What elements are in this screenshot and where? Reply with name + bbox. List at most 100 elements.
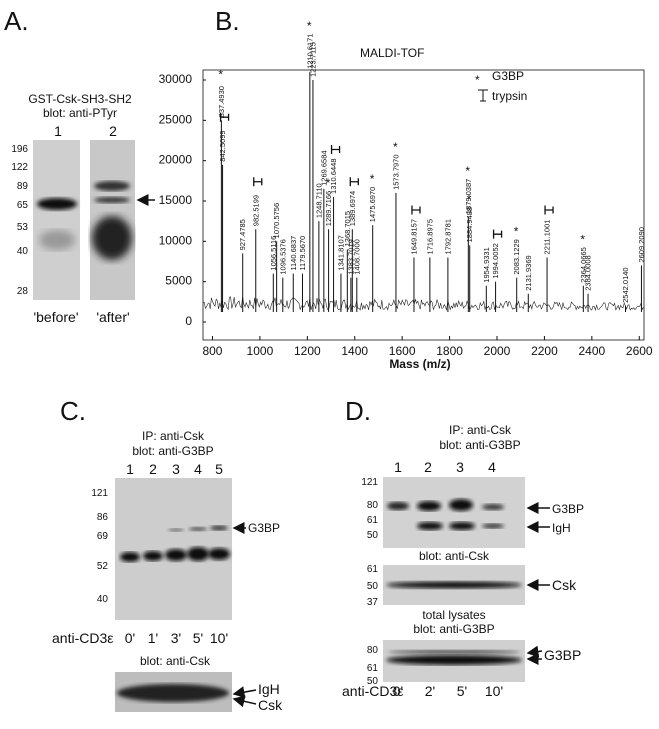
- peak-label: 2542.0140: [621, 267, 630, 302]
- peak-label: 1573.7970: [391, 154, 400, 189]
- shape: [115, 478, 232, 620]
- peak-label: 1223.7115: [308, 42, 317, 77]
- y-tick-label: 10000: [159, 233, 193, 247]
- peak-label: 2384.0008: [584, 255, 593, 290]
- band-label: Csk: [552, 577, 577, 593]
- marker: 122: [11, 162, 28, 173]
- time: 3': [171, 630, 181, 646]
- title: blot: anti-PTyr: [43, 106, 117, 120]
- peak-label: 1056.5116: [269, 236, 278, 271]
- x-tick-label: 1400: [341, 344, 368, 358]
- band-label: IgH: [258, 681, 280, 697]
- title: IP: anti-Csk: [449, 423, 512, 437]
- peak-marker: *: [218, 67, 223, 81]
- marker: 40: [17, 246, 29, 257]
- x-tick-label: 2400: [578, 344, 605, 358]
- shape: [165, 549, 187, 561]
- peak-label: 1389.6974: [348, 191, 357, 226]
- shape: [168, 528, 184, 532]
- marker: 121: [361, 477, 378, 488]
- peak-label: 1994.0052: [491, 243, 500, 278]
- peak-label: 1884.9488: [465, 207, 474, 242]
- x-tick-label: 2000: [484, 344, 511, 358]
- treatment: anti-CD3ε: [52, 630, 113, 646]
- peak-marker: *: [370, 172, 375, 186]
- time: 1': [148, 630, 158, 646]
- shape: [482, 523, 504, 529]
- marker: 196: [11, 144, 28, 155]
- title: blot: anti-G3BP: [413, 622, 494, 636]
- peak-label: 1879.0387: [464, 179, 473, 214]
- marker: 50: [367, 676, 379, 687]
- title: GST-Csk-SH3-SH2: [28, 92, 132, 106]
- marker: 61: [367, 663, 379, 674]
- treatment: anti-CD3ε: [342, 683, 403, 699]
- peak-label: 1954.9331: [482, 247, 491, 282]
- lane: 3: [456, 459, 464, 475]
- y-tick-label: 25000: [159, 112, 193, 126]
- band-label: G3BP: [248, 521, 280, 535]
- marker: 65: [17, 200, 29, 211]
- peak-label: 2083.1229: [512, 239, 521, 274]
- peak-label: 1070.5756: [272, 203, 281, 238]
- y-tick-label: 15000: [159, 193, 193, 207]
- peak-label: 1716.8975: [425, 219, 434, 254]
- shape: [449, 522, 475, 530]
- peak-label: 1383.7019: [346, 239, 355, 274]
- lane: 1: [54, 123, 62, 139]
- y-tick-label: 20000: [159, 153, 193, 167]
- peak-label: 1248.7110: [314, 183, 323, 218]
- marker: 61: [367, 515, 379, 526]
- peak-label: 1792.8781: [443, 219, 452, 254]
- time: 0': [393, 683, 403, 699]
- shape: [94, 181, 130, 191]
- time: 5': [193, 630, 203, 646]
- peak-marker: *: [326, 176, 331, 190]
- lane: 4: [194, 461, 202, 477]
- peak-label: 1210.6171: [305, 33, 314, 68]
- peak-marker: [349, 177, 359, 187]
- shape: [417, 501, 441, 511]
- peak-label: 2609.2090: [637, 227, 646, 262]
- marker: 40: [97, 594, 109, 605]
- title: MALDI-TOF: [360, 46, 424, 60]
- shape: [383, 477, 525, 548]
- peak-label: 1179.5670: [298, 236, 307, 271]
- x-tick-label: 2600: [626, 344, 653, 358]
- peak-label: 1475.6970: [368, 187, 377, 222]
- shape: [208, 548, 230, 560]
- y-tick-label: 30000: [159, 72, 193, 86]
- band-label: G3BP: [544, 647, 581, 663]
- peak-marker: [492, 229, 503, 239]
- shape: [189, 527, 207, 531]
- peak-marker: *: [465, 164, 470, 178]
- marker: 80: [367, 645, 379, 656]
- legend-label: G3BP: [492, 69, 524, 83]
- shape: [117, 684, 229, 702]
- marker: 121: [91, 488, 108, 499]
- peak-marker: *: [393, 140, 398, 154]
- marker: 89: [17, 181, 29, 192]
- peak-label: 1310.6448: [329, 159, 338, 194]
- marker: 28: [17, 286, 29, 297]
- peak-label: 1269.6584: [319, 150, 328, 185]
- blot: [115, 478, 232, 712]
- marker: 53: [17, 222, 29, 233]
- shape: [388, 650, 520, 654]
- spectrum: 800 1000 1200 1400 1600 1800 2000 2200 2400 2600 0…: [159, 19, 653, 358]
- lane: 2: [109, 123, 117, 139]
- peak-label: 1649.8157: [409, 219, 418, 254]
- marker: 52: [97, 561, 109, 572]
- blot: [33, 140, 135, 300]
- peak-label: 837.4930: [217, 86, 226, 117]
- peak-marker: [253, 177, 263, 187]
- title: blot: anti-G3BP: [439, 438, 520, 452]
- marker: 80: [367, 500, 379, 511]
- legend-symbol: [478, 89, 488, 102]
- noise: [202, 296, 644, 312]
- shape: [94, 197, 130, 203]
- lane: 5: [215, 461, 223, 477]
- marker: 37: [367, 597, 379, 608]
- band-label: Csk: [258, 697, 283, 713]
